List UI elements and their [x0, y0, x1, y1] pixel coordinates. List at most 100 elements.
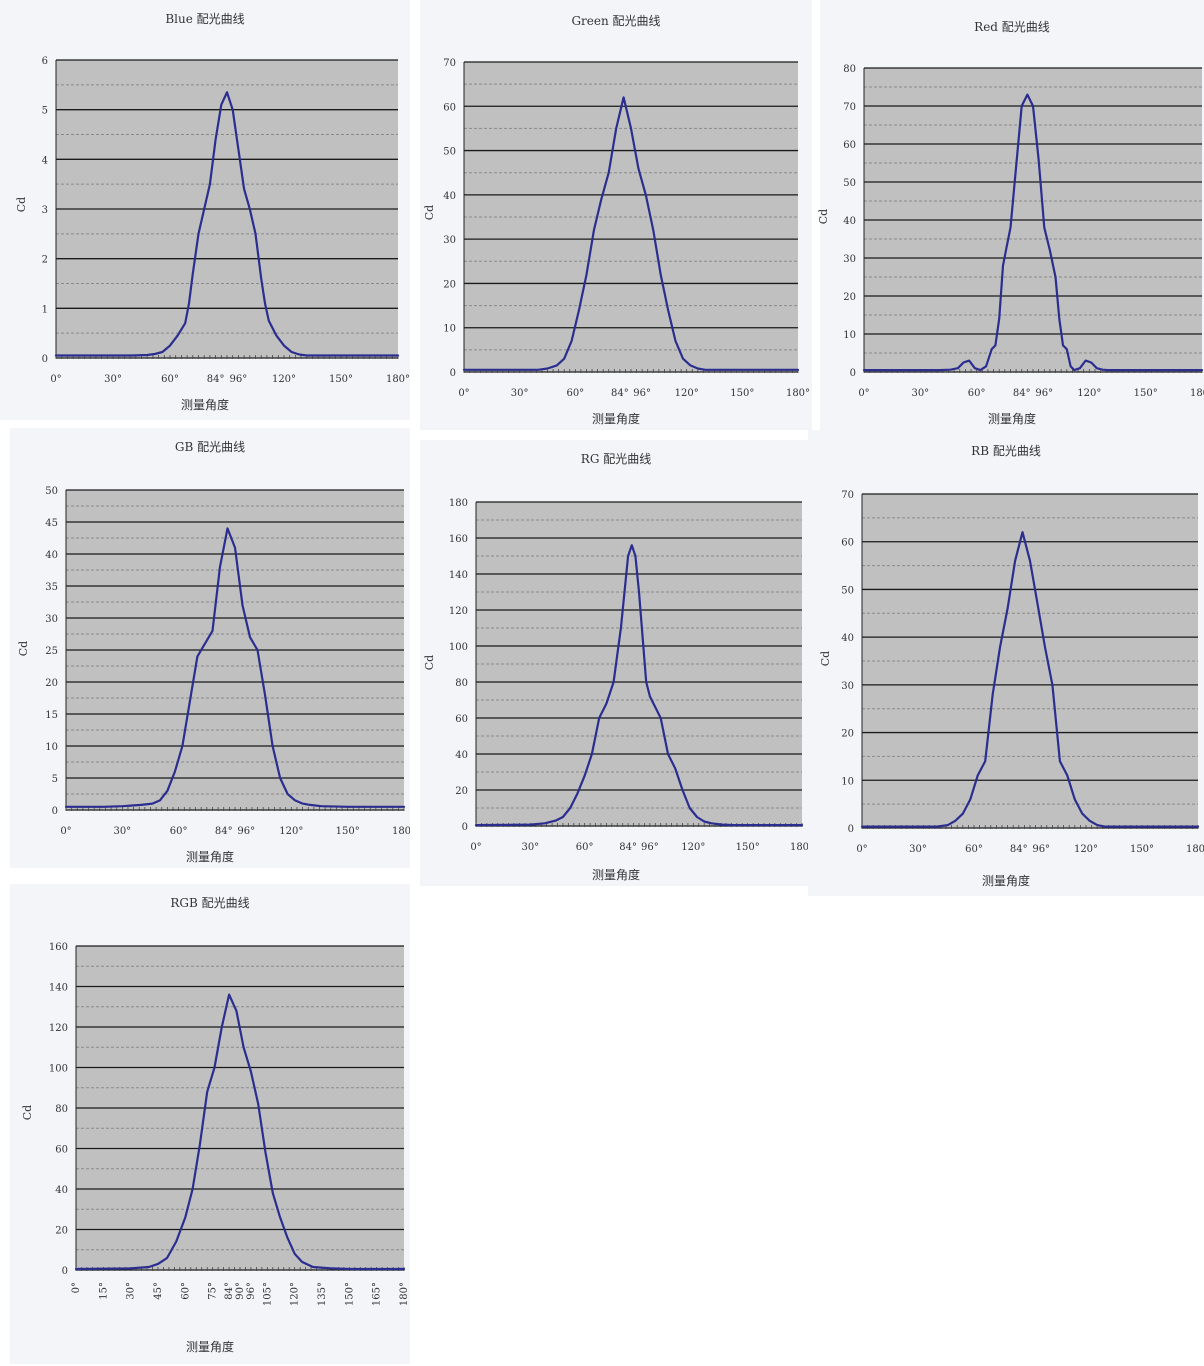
- y-tick-label: 10: [843, 330, 856, 341]
- series-line: [862, 93, 1204, 372]
- y-tick-label: 60: [55, 1145, 68, 1156]
- x-tick-label: 84°: [207, 374, 225, 385]
- chart-title: Green 配光曲线: [571, 14, 661, 28]
- x-tick-label: 150°: [1130, 844, 1154, 855]
- y-tick-label: 80: [55, 1104, 68, 1115]
- y-tick-label: 100: [49, 1064, 68, 1075]
- x-tick-label: 180°: [1190, 388, 1204, 399]
- y-tick-label: 140: [49, 983, 68, 994]
- series-line: [474, 544, 804, 827]
- y-tick-label: 3: [42, 205, 48, 216]
- x-tick-label: 60°: [180, 1282, 191, 1300]
- x-tick-label: 120°: [272, 374, 296, 385]
- x-tick-label: 60°: [170, 826, 188, 837]
- x-tick-label: 180°: [1186, 844, 1204, 855]
- chart-panel-gb: GB 配光曲线 Cd 测量角度 0 5 10 15 20 25 30 35 40 45 50 0° 30…: [10, 428, 410, 868]
- x-tick-label: 30°: [113, 826, 131, 837]
- x-tick-label: 105°: [262, 1282, 273, 1306]
- x-tick-label: 84°: [215, 826, 233, 837]
- x-tick-label: 0°: [71, 1282, 82, 1293]
- y-tick-label: 120: [449, 606, 468, 617]
- x-tick-label: 84°: [619, 842, 637, 853]
- x-tick-label: 30°: [511, 388, 529, 399]
- x-tick-label: 60°: [566, 388, 584, 399]
- x-tick-label: 150°: [730, 388, 754, 399]
- y-tick-label: 1: [42, 304, 48, 315]
- x-tick-label: 165°: [372, 1282, 383, 1306]
- x-tick-label: 84°: [224, 1282, 235, 1300]
- y-tick-label: 80: [843, 64, 856, 75]
- y-tick-label: 30: [843, 254, 856, 265]
- y-tick-label: 0: [850, 368, 856, 379]
- x-tick-label: 15°: [98, 1282, 109, 1300]
- x-tick-label: 45°: [153, 1282, 164, 1300]
- x-tick-label: 30°: [521, 842, 539, 853]
- y-tick-label: 70: [843, 102, 856, 113]
- y-tick-label: 10: [443, 324, 456, 335]
- chart-panel-rb: RB 配光曲线 Cd 测量角度 0 10 20 30 40 50 60 70 0° 30° 60° 8…: [808, 430, 1204, 896]
- x-tick-label: 150°: [336, 826, 360, 837]
- x-tick-label: 180°: [392, 826, 410, 837]
- y-tick-label: 50: [443, 147, 456, 158]
- x-tick-label: 150°: [1134, 388, 1158, 399]
- x-tick-label: 84°: [611, 388, 629, 399]
- x-tick-label: 96°: [641, 842, 659, 853]
- y-tick-label: 40: [841, 633, 854, 644]
- x-tick-label: 60°: [968, 388, 986, 399]
- x-tick-label: 96°: [1032, 844, 1050, 855]
- x-tick-label: 120°: [279, 826, 303, 837]
- x-tick-label: 84°: [1013, 388, 1031, 399]
- y-tick-label: 40: [45, 550, 58, 561]
- chart-title: Red 配光曲线: [974, 20, 1050, 34]
- x-tick-label: 0°: [60, 826, 71, 837]
- y-tick-label: 40: [455, 750, 468, 761]
- y-tick-label: 20: [45, 678, 58, 689]
- y-tick-label: 4: [42, 155, 48, 166]
- y-tick-label: 15: [45, 710, 58, 721]
- x-tick-label: 60°: [965, 844, 983, 855]
- x-tick-label: 96°: [246, 1282, 257, 1300]
- y-tick-label: 45: [45, 518, 58, 529]
- chart-svg-red: 0 10 20 30 40 50 60 70 80 0° 30° 60° 84° 96° 120° 150° 1…: [843, 64, 1204, 399]
- x-tick-label: 0°: [50, 374, 61, 385]
- chart-title: RB 配光曲线: [971, 444, 1041, 458]
- y-tick-label: 20: [455, 786, 468, 797]
- y-tick-label: 0: [462, 822, 468, 833]
- x-tick-label: 180°: [790, 842, 812, 853]
- chart-panel-red: Red 配光曲线 Cd 测量角度 0 10 20 30 40 50 60 70 80 0° 30° 6…: [817, 0, 1204, 430]
- y-tick-label: 60: [841, 538, 854, 549]
- y-tick-label: 0: [450, 368, 456, 379]
- y-tick-label: 6: [42, 56, 48, 67]
- x-axis-label: 测量角度: [180, 398, 229, 412]
- chart-panel-blue: Blue 配光曲线 Cd 测量角度 0 1 2 3 4 5 6 0° 30° 60° 84° 96° 1…: [0, 0, 410, 420]
- y-tick-label: 10: [45, 742, 58, 753]
- y-tick-label: 50: [45, 486, 58, 497]
- x-tick-label: 96°: [1035, 388, 1053, 399]
- y-tick-label: 50: [841, 585, 854, 596]
- x-tick-label: 0°: [856, 844, 867, 855]
- y-tick-label: 140: [449, 570, 468, 581]
- x-axis-label: 测量角度: [185, 850, 234, 864]
- x-tick-label: 96°: [237, 826, 255, 837]
- x-tick-label: 135°: [317, 1282, 328, 1306]
- x-tick-label: 90°: [235, 1282, 246, 1300]
- y-tick-label: 20: [841, 729, 854, 740]
- x-tick-label: 96°: [230, 374, 248, 385]
- y-tick-label: 60: [443, 102, 456, 113]
- y-tick-label: 10: [841, 776, 854, 787]
- x-axis-label: 测量角度: [185, 1340, 234, 1354]
- x-tick-label: 0°: [458, 388, 469, 399]
- chart-panel-green: Green 配光曲线 Cd 测量角度 0 10 20 30 40 50 60 70 0° 30° 6…: [420, 0, 812, 430]
- x-tick-label: 150°: [329, 374, 353, 385]
- x-tick-label: 150°: [736, 842, 760, 853]
- x-tick-label: 180°: [786, 388, 810, 399]
- series-line: [462, 96, 800, 371]
- x-axis-label: 测量角度: [987, 412, 1036, 426]
- x-tick-label: 180°: [386, 374, 410, 385]
- y-tick-label: 40: [55, 1185, 68, 1196]
- chart-svg-rg: 0 20 40 60 80 100 120 140 160 180 0° 30° 60° 84° 96° 12…: [449, 498, 812, 853]
- x-tick-label: 120°: [681, 842, 705, 853]
- x-tick-label: 0°: [858, 388, 869, 399]
- y-tick-label: 0: [848, 824, 854, 835]
